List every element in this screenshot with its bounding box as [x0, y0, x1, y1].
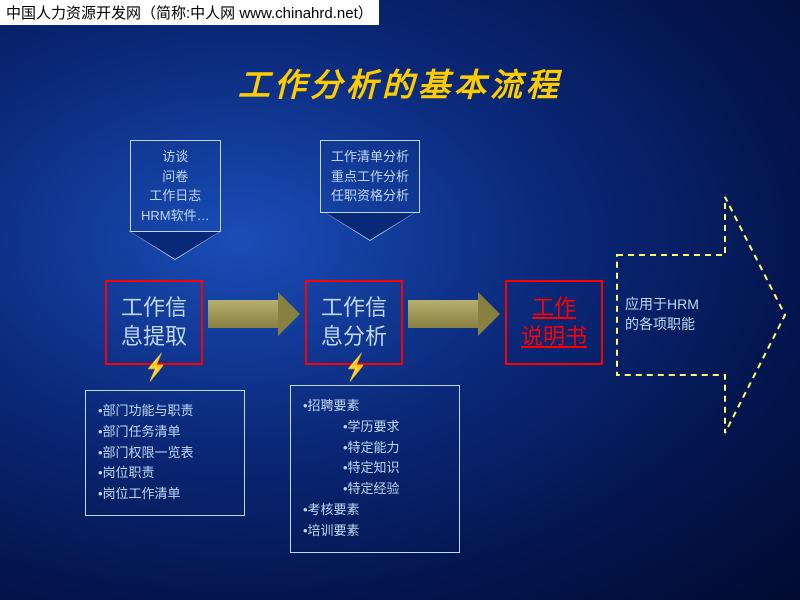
detail-box-1: •招聘要素•学历要求•特定能力•特定知识•特定经验•考核要素•培训要素 [290, 385, 460, 553]
flow-arrow-0 [208, 300, 278, 328]
watermark: 中国人力资源开发网（简称:中人网 www.chinahrd.net） [0, 0, 379, 25]
detail-box-0: •部门功能与职责•部门任务清单•部门权限一览表•岗位职责•岗位工作清单 [85, 390, 245, 516]
application-text: 应用于HRM 的各项职能 [625, 295, 699, 334]
flow-arrow-1 [408, 300, 478, 328]
input-arrow-1: 工作清单分析重点工作分析任职资格分析 [320, 140, 420, 241]
page-title: 工作分析的基本流程 [0, 60, 800, 106]
lightning-icon-1: ⚡ [345, 352, 368, 383]
process-box-2: 工作说明书 [505, 280, 603, 365]
lightning-icon-0: ⚡ [145, 352, 168, 383]
input-arrow-0: 访谈问卷工作日志HRM软件… [130, 140, 221, 260]
